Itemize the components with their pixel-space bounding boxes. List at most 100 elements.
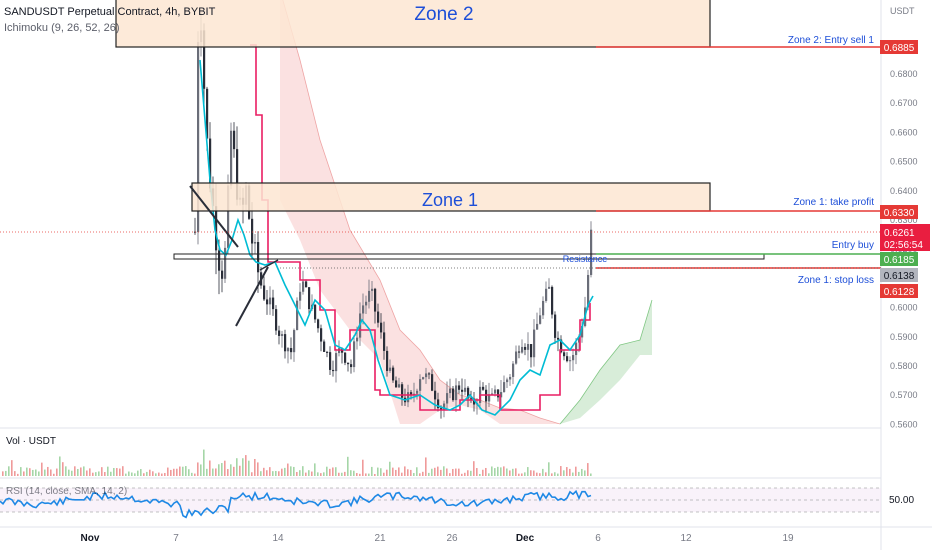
volume-bar	[476, 468, 478, 476]
volume-bar	[65, 466, 67, 476]
candle-body	[545, 288, 548, 301]
volume-bar	[302, 466, 304, 476]
volume-bar	[260, 471, 262, 476]
candle-body	[278, 330, 281, 336]
volume-bar	[125, 473, 127, 476]
resistance-box[interactable]	[173, 253, 765, 260]
candle-body	[509, 376, 512, 380]
volume-bar	[368, 473, 370, 476]
volume-bar	[215, 468, 217, 476]
volume-bar	[212, 468, 214, 476]
volume-bar	[404, 466, 406, 476]
volume-bar	[41, 462, 43, 476]
candle-body	[530, 344, 533, 358]
volume-bar	[182, 466, 184, 476]
volume-bar	[8, 466, 10, 476]
volume-bar	[443, 466, 445, 476]
volume-bar	[101, 467, 103, 476]
volume-bar	[575, 466, 577, 476]
candle-body	[569, 360, 572, 362]
volume-bar	[419, 473, 421, 476]
candle-body	[500, 392, 503, 398]
volume-bar	[179, 466, 181, 476]
volume-bar	[431, 468, 433, 476]
volume-bar	[506, 468, 508, 476]
volume-bar	[158, 472, 160, 476]
price-tick: 0.6700	[890, 98, 918, 108]
candle-body	[380, 322, 383, 333]
volume-bar	[572, 472, 574, 476]
candle-body	[455, 385, 458, 401]
candle-body	[287, 348, 290, 352]
time-tick: 26	[446, 533, 458, 544]
candle-body	[218, 250, 221, 271]
volume-bar	[59, 456, 61, 476]
volume-bar	[35, 469, 37, 476]
badge-stop-loss	[880, 284, 918, 298]
price-tick: 0.6800	[890, 69, 918, 79]
volume-bar	[173, 468, 175, 476]
price-tick: 0.5600	[890, 419, 918, 429]
volume-bar	[194, 473, 196, 476]
trendline[interactable]	[235, 266, 269, 327]
volume-bar	[494, 468, 496, 476]
zone1-tp-text: Zone 1: take profit	[793, 197, 874, 208]
volume-bar	[95, 472, 97, 476]
volume-bar	[524, 472, 526, 476]
volume-bar	[557, 473, 559, 476]
volume-bar	[233, 466, 235, 476]
symbol-title[interactable]: SANDUSDT Perpetual Contract, 4h, BYBIT	[4, 6, 216, 18]
price-tick: 0.5900	[890, 332, 918, 342]
zone1-label: Zone 1	[422, 190, 478, 210]
volume-bar	[422, 471, 424, 476]
badge-zone1-tp	[880, 205, 918, 219]
volume-bar	[224, 460, 226, 476]
volume-bar	[107, 466, 109, 476]
trendline[interactable]	[259, 259, 279, 271]
volume-bar	[569, 468, 571, 476]
volume-bar	[164, 472, 166, 476]
currency-label: USDT	[890, 6, 915, 16]
zone2-box[interactable]	[115, 0, 711, 48]
candle-body	[488, 394, 491, 402]
candle-body	[401, 384, 404, 398]
candle-body	[587, 274, 590, 308]
candle-body	[290, 348, 293, 353]
candle-body	[512, 363, 515, 377]
volume-bar	[464, 472, 466, 476]
volume-bar	[44, 469, 46, 476]
stop-loss-text: Zone 1: stop loss	[798, 275, 874, 286]
candle-body	[254, 242, 257, 244]
volume-bar	[371, 466, 373, 476]
badge-dotted-text: 0.6138	[884, 271, 915, 282]
volume-bar	[560, 466, 562, 476]
zone1-box[interactable]	[191, 182, 711, 212]
volume-bar	[515, 468, 517, 476]
candle-body	[518, 351, 521, 353]
candle-body	[374, 288, 377, 312]
volume-bar	[332, 467, 334, 476]
volume-bar	[428, 472, 430, 476]
volume-bar	[170, 469, 172, 476]
volume-bar	[392, 467, 394, 476]
candle-body	[284, 334, 287, 352]
price-tick: 0.5700	[890, 390, 918, 400]
candle-body	[392, 367, 395, 381]
candle-body	[551, 286, 554, 315]
candle-body	[527, 344, 530, 350]
volume-bar	[122, 466, 124, 476]
volume-bar	[257, 462, 259, 476]
volume-bar	[530, 470, 532, 476]
candle-body	[419, 379, 422, 391]
badge-entry-buy	[880, 252, 918, 266]
volume-bar	[134, 473, 136, 476]
candle-body	[347, 362, 350, 365]
volume-bar	[533, 470, 535, 476]
trendline[interactable]	[189, 185, 239, 248]
indicator-legend[interactable]: Ichimoku (9, 26, 52, 26)	[4, 22, 120, 34]
candle-body	[302, 281, 305, 292]
volume-bar	[383, 472, 385, 476]
volume-bar	[323, 472, 325, 476]
